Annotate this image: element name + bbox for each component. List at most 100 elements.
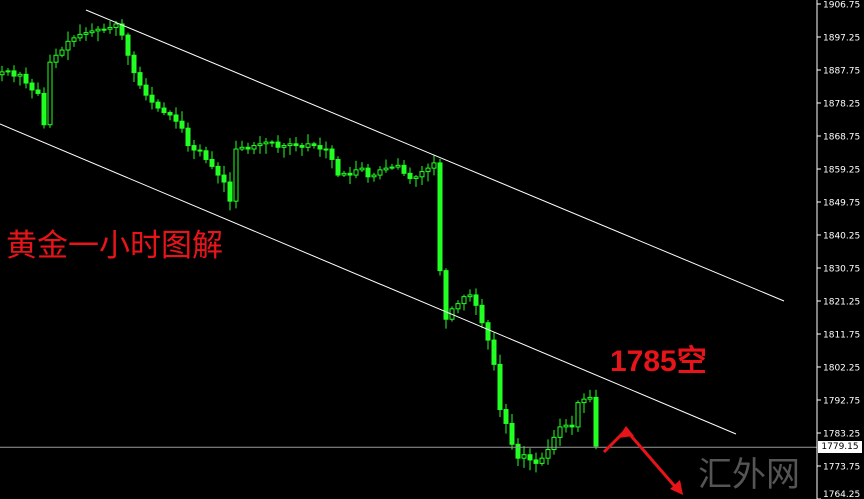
- candle-body: [173, 114, 179, 122]
- y-tick-label: 1830.75: [823, 265, 860, 275]
- candle: [83, 27, 89, 41]
- candle-body: [371, 174, 377, 178]
- candle: [155, 99, 161, 112]
- candle: [341, 170, 347, 177]
- candle: [545, 439, 551, 465]
- candle-body: [131, 54, 137, 74]
- candle-body: [149, 94, 155, 103]
- candle: [17, 71, 23, 86]
- candle: [179, 111, 185, 133]
- candle: [47, 54, 53, 128]
- candle: [29, 78, 35, 99]
- candle-body: [383, 167, 389, 171]
- candle-body: [407, 172, 413, 180]
- candle: [77, 24, 83, 42]
- candle-body: [257, 143, 263, 147]
- candle: [485, 319, 491, 350]
- candle: [455, 300, 461, 314]
- candle-body: [503, 409, 509, 424]
- candle: [131, 51, 137, 83]
- candle-body: [65, 40, 71, 51]
- candle: [515, 438, 521, 467]
- candle: [437, 158, 443, 276]
- candle: [527, 448, 533, 471]
- candle: [473, 288, 479, 315]
- candle: [287, 138, 293, 155]
- candle: [467, 289, 473, 302]
- candle-body: [227, 181, 233, 202]
- candle-body: [539, 457, 545, 464]
- candle: [185, 122, 191, 152]
- candle-body: [59, 49, 65, 56]
- candle-body: [287, 143, 293, 147]
- candle: [569, 415, 575, 435]
- candle-body: [71, 37, 77, 42]
- candle-body: [0, 71, 5, 76]
- candle-body: [167, 112, 173, 116]
- candle-body: [23, 73, 29, 84]
- candle: [299, 142, 305, 156]
- candle-body: [563, 424, 569, 428]
- candle: [53, 48, 59, 69]
- candle-body: [461, 296, 467, 305]
- candle: [0, 65, 5, 82]
- candle-body: [545, 449, 551, 459]
- candle-body: [557, 426, 563, 438]
- candle-body: [509, 422, 515, 445]
- chart-title: 黄金一小时图解: [6, 228, 223, 264]
- candle-body: [89, 30, 95, 34]
- candle: [533, 452, 539, 473]
- y-tick-label: 1821.25: [823, 298, 860, 308]
- candle-body: [341, 172, 347, 176]
- candle-body: [359, 167, 365, 171]
- candle-body: [467, 294, 473, 298]
- candle: [89, 23, 95, 37]
- upper-channel-line[interactable]: [85, 9, 785, 302]
- candle-body: [119, 23, 125, 36]
- candle-body: [335, 158, 341, 176]
- candle: [413, 175, 419, 187]
- candle-body: [311, 143, 317, 147]
- candle: [383, 159, 389, 173]
- candle-body: [587, 396, 593, 400]
- candle: [575, 400, 581, 432]
- candle: [377, 166, 383, 180]
- candle-body: [95, 28, 101, 32]
- candle-body: [53, 54, 59, 63]
- candle: [41, 87, 47, 129]
- y-tick-label: 1887.75: [823, 67, 860, 77]
- candle: [227, 172, 233, 211]
- y-tick-label: 1859.25: [823, 166, 860, 176]
- candle-body: [281, 145, 287, 148]
- candle-body: [377, 169, 383, 176]
- candle-body: [473, 294, 479, 306]
- candle: [479, 299, 485, 329]
- candle: [581, 393, 587, 413]
- candle-body: [437, 162, 443, 272]
- candle-body: [269, 141, 275, 144]
- candle: [119, 19, 125, 40]
- candle-body: [239, 146, 245, 150]
- candle: [491, 332, 497, 371]
- candle: [107, 20, 113, 34]
- candle-body: [455, 303, 461, 310]
- candle: [257, 136, 263, 154]
- candle: [221, 165, 227, 193]
- trade-annotation: 1785空: [610, 345, 707, 378]
- lower-channel-line[interactable]: [0, 123, 737, 435]
- candle: [251, 141, 257, 155]
- candle: [371, 172, 377, 182]
- candle: [347, 166, 353, 185]
- candle: [35, 82, 41, 96]
- candle-body: [551, 436, 557, 450]
- candle-body: [419, 171, 425, 178]
- candle-body: [365, 167, 371, 178]
- candle: [233, 140, 239, 209]
- candle-body: [41, 92, 47, 126]
- candle-body: [113, 23, 119, 28]
- candle: [521, 446, 527, 468]
- candle: [101, 23, 107, 33]
- candle: [305, 134, 311, 152]
- candle-body: [155, 101, 161, 109]
- candle: [557, 418, 563, 446]
